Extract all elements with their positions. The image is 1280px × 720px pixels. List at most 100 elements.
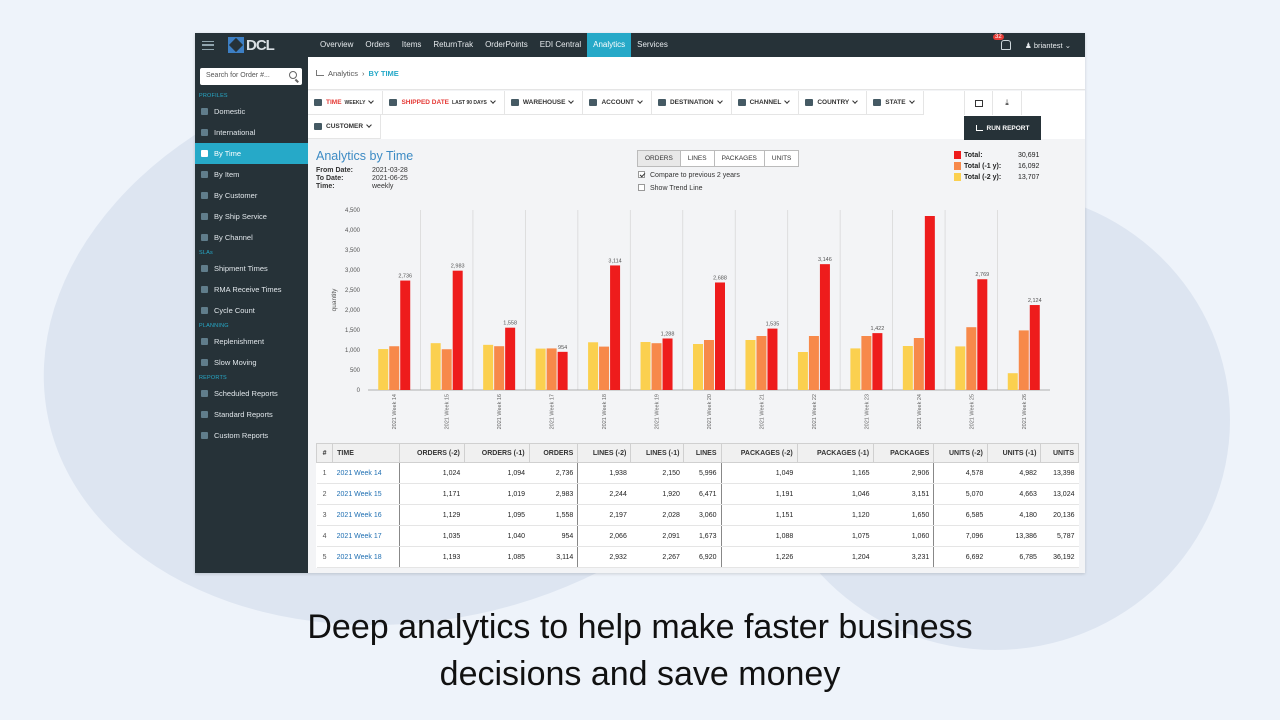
time-link[interactable]: 2021 Week 16: [332, 504, 400, 526]
bar-total-1-y[interactable]: [1018, 330, 1029, 390]
bar-total-1-y[interactable]: [651, 343, 662, 390]
column-header-units[interactable]: UNITS: [1040, 443, 1079, 463]
bar-total-1-y[interactable]: [756, 336, 767, 390]
print-button[interactable]: [964, 91, 993, 115]
tab-orders[interactable]: ORDERS: [637, 150, 681, 167]
menu-icon[interactable]: [202, 40, 214, 50]
nav-orderpoints[interactable]: OrderPoints: [485, 40, 528, 49]
bar-total-1-y[interactable]: [704, 340, 714, 390]
notifications-icon[interactable]: 32: [993, 34, 1012, 50]
sidebar-item-by-channel[interactable]: By Channel: [195, 227, 308, 248]
tab-packages[interactable]: PACKAGES: [713, 150, 765, 167]
column-header-orders-1[interactable]: ORDERS (-1): [463, 443, 530, 463]
user-menu[interactable]: ♟ briantest ⌄: [1025, 40, 1071, 50]
filter-warehouse[interactable]: WAREHOUSE: [504, 91, 584, 115]
sidebar-item-shipment-times[interactable]: Shipment Times: [195, 258, 308, 279]
bar-total[interactable]: [452, 270, 463, 390]
column-header-lines[interactable]: LINES: [683, 443, 722, 463]
bar-total-1-y[interactable]: [441, 349, 452, 390]
dcl-logo[interactable]: DCL: [228, 36, 290, 54]
sidebar-item-by-item[interactable]: By Item: [195, 164, 308, 185]
search-input[interactable]: Search for Order #...: [200, 68, 302, 85]
sidebar-item-scheduled-reports[interactable]: Scheduled Reports: [195, 383, 308, 404]
filter-shipped-date[interactable]: SHIPPED DATE LAST 90 DAYS: [383, 91, 505, 115]
bar-total[interactable]: [1029, 305, 1040, 390]
bar-total[interactable]: [819, 264, 830, 390]
sidebar-item-international[interactable]: International: [195, 122, 308, 143]
table-row[interactable]: 3 2021 Week 16 1,129 1,095 1,558 2,197 2,028 3,…: [316, 504, 1079, 526]
bar-total[interactable]: [557, 351, 568, 390]
column-header-packages[interactable]: PACKAGES: [873, 443, 935, 463]
sidebar-item-standard-reports[interactable]: Standard Reports: [195, 404, 308, 425]
sidebar-item-replenishment[interactable]: Replenishment: [195, 331, 308, 352]
sidebar-item-by-time[interactable]: By Time: [195, 143, 308, 164]
bar-total-1-y[interactable]: [389, 346, 400, 390]
bar-total-2-y[interactable]: [693, 344, 703, 390]
time-link[interactable]: 2021 Week 15: [332, 483, 400, 505]
bar-total[interactable]: [715, 282, 725, 390]
bar-total[interactable]: [610, 265, 621, 390]
column-header-lines-2[interactable]: LINES (-2): [577, 443, 632, 463]
bar-total[interactable]: [767, 328, 778, 390]
sidebar-item-slow-moving[interactable]: Slow Moving: [195, 352, 308, 373]
tab-lines[interactable]: LINES: [679, 150, 715, 167]
column-header-lines-1[interactable]: LINES (-1): [630, 443, 685, 463]
bar-total-2-y[interactable]: [430, 343, 441, 390]
bar-total[interactable]: [924, 216, 935, 390]
compare-checkbox[interactable]: Compare to previous 2 years: [638, 169, 740, 182]
sidebar-item-rma-receive-times[interactable]: RMA Receive Times: [195, 279, 308, 300]
bar-total-2-y[interactable]: [1007, 373, 1018, 390]
bar-total-1-y[interactable]: [599, 346, 610, 390]
filter-time[interactable]: TIME WEEKLY: [308, 91, 384, 115]
filter-state[interactable]: STATE: [867, 91, 924, 115]
bar-total[interactable]: [977, 279, 988, 390]
bar-total-1-y[interactable]: [494, 346, 505, 390]
search-icon[interactable]: [289, 71, 297, 79]
sidebar-item-by-customer[interactable]: By Customer: [195, 185, 308, 206]
nav-overview[interactable]: Overview: [320, 40, 354, 49]
bar-total-2-y[interactable]: [378, 349, 389, 390]
bar-total-1-y[interactable]: [546, 348, 557, 390]
table-row[interactable]: 4 2021 Week 17 1,035 1,040 954 2,066 2,091 1,67…: [316, 525, 1079, 547]
bar-total-2-y[interactable]: [955, 346, 966, 390]
filter-country[interactable]: COUNTRY: [799, 91, 868, 115]
bar-total-2-y[interactable]: [902, 346, 913, 390]
filter-customer[interactable]: CUSTOMER: [308, 115, 382, 139]
table-row[interactable]: 2 2021 Week 15 1,171 1,019 2,983 2,244 1,920 6,…: [316, 483, 1079, 505]
bar-total-2-y[interactable]: [640, 342, 651, 390]
time-link[interactable]: 2021 Week 18: [332, 546, 400, 568]
column-header-units-1[interactable]: UNITS (-1): [986, 443, 1042, 463]
sidebar-item-cycle-count[interactable]: Cycle Count: [195, 300, 308, 321]
bar-total[interactable]: [505, 327, 516, 390]
bar-total-1-y[interactable]: [808, 336, 819, 390]
bar-total[interactable]: [662, 338, 673, 390]
nav-services[interactable]: Services: [637, 40, 668, 49]
filter-channel[interactable]: CHANNEL: [731, 91, 800, 115]
sidebar-item-domestic[interactable]: Domestic: [195, 101, 308, 122]
download-button[interactable]: ⤓: [993, 91, 1022, 115]
sidebar-item-custom-reports[interactable]: Custom Reports: [195, 425, 308, 446]
bar-total-2-y[interactable]: [797, 352, 808, 390]
bar-total-2-y[interactable]: [535, 348, 546, 390]
column-header-packages-2[interactable]: PACKAGES (-2): [720, 443, 798, 463]
bar-total-1-y[interactable]: [966, 327, 977, 390]
bar-total-2-y[interactable]: [850, 348, 861, 390]
sidebar-item-by-ship-service[interactable]: By Ship Service: [195, 206, 308, 227]
breadcrumb-root[interactable]: Analytics: [328, 68, 359, 78]
column-header-orders[interactable]: ORDERS: [528, 443, 579, 463]
table-row[interactable]: 5 2021 Week 18 1,193 1,085 3,114 2,932 2,267 6,…: [316, 546, 1079, 568]
column-header-orders-2[interactable]: ORDERS (-2): [399, 443, 465, 463]
bar-total-1-y[interactable]: [913, 338, 924, 390]
tab-units[interactable]: UNITS: [763, 150, 800, 167]
column-header-time[interactable]: TIME: [332, 443, 401, 463]
bar-total-1-y[interactable]: [861, 336, 872, 390]
bar-total-2-y[interactable]: [745, 340, 756, 390]
nav-items[interactable]: Items: [401, 40, 422, 49]
nav-returntrak[interactable]: ReturnTrak: [433, 40, 474, 49]
run-report-button[interactable]: RUN REPORT: [964, 116, 1041, 140]
filter-destination[interactable]: DESTINATION: [651, 91, 732, 115]
column-header-index[interactable]: #: [315, 443, 334, 463]
nav-edi-central[interactable]: EDI Central: [539, 40, 582, 49]
trend-checkbox[interactable]: Show Trend Line: [638, 182, 740, 195]
bar-total-2-y[interactable]: [588, 342, 599, 390]
